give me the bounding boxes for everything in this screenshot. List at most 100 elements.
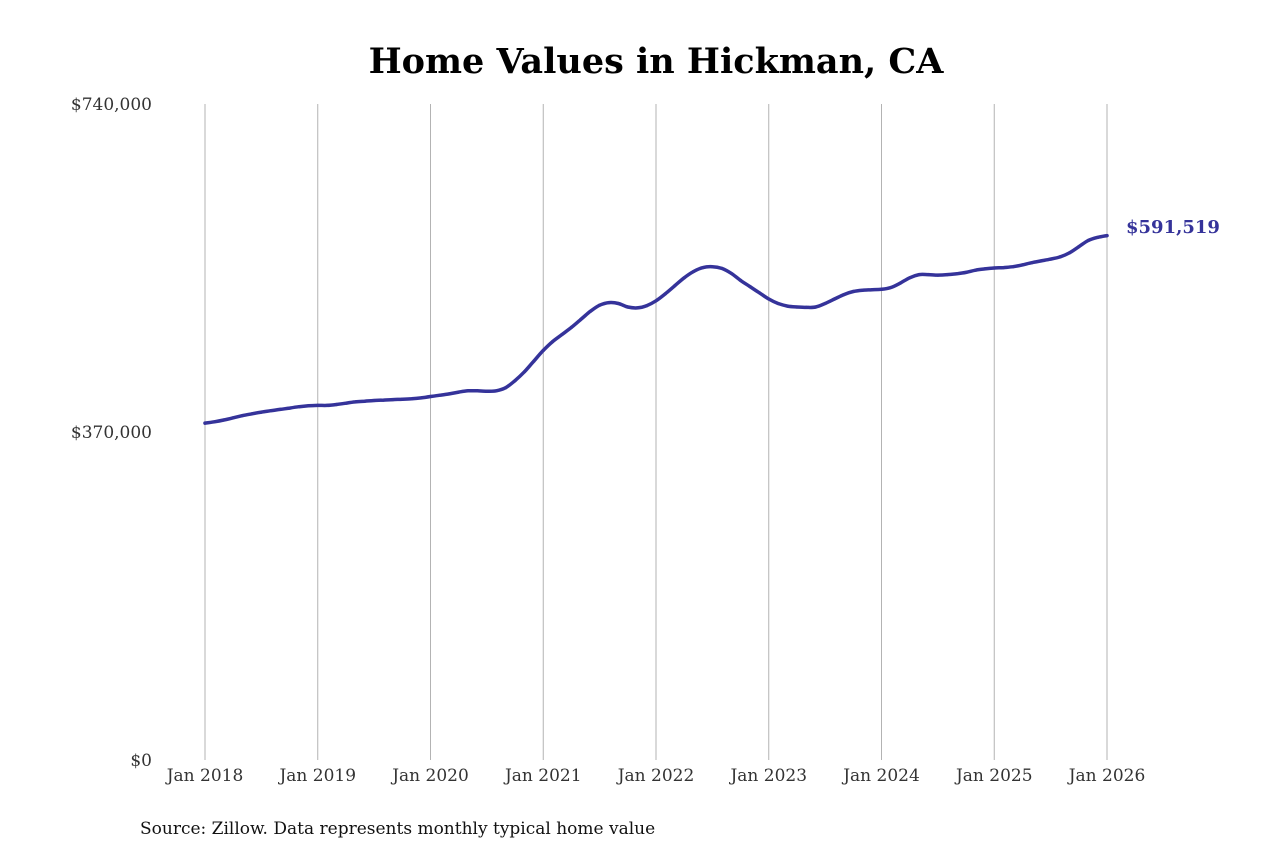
data-point <box>889 285 893 290</box>
data-point <box>428 394 433 399</box>
series-points <box>203 234 1109 425</box>
data-point <box>363 399 367 403</box>
data-point <box>936 273 940 277</box>
data-point <box>504 386 508 390</box>
data-point <box>410 397 414 401</box>
data-point <box>381 398 386 402</box>
data-point <box>231 416 235 420</box>
data-point <box>795 305 799 309</box>
x-tick-label: Jan 2024 <box>841 766 920 786</box>
grid-lines <box>204 104 1108 760</box>
data-point <box>400 397 404 401</box>
data-point <box>701 266 705 270</box>
data-point <box>861 288 865 292</box>
data-point <box>663 292 668 296</box>
y-tick-label: $740,000 <box>71 95 152 115</box>
data-point <box>1020 263 1024 267</box>
data-point <box>1049 257 1053 261</box>
data-point <box>522 370 527 374</box>
data-point <box>513 379 517 383</box>
data-point <box>1077 245 1081 249</box>
data-point <box>551 340 555 344</box>
data-point <box>372 398 376 403</box>
data-point <box>438 393 442 397</box>
data-point <box>222 418 226 422</box>
data-point <box>729 271 733 275</box>
data-point <box>278 407 282 411</box>
data-point <box>241 414 245 418</box>
x-tick-label: Jan 2025 <box>954 766 1033 786</box>
x-tick-label: Jan 2026 <box>1067 766 1146 786</box>
x-tick-label: Jan 2021 <box>503 766 582 786</box>
data-point <box>804 305 808 309</box>
y-tick-label: $370,000 <box>71 423 152 443</box>
data-point <box>785 304 790 308</box>
data-point <box>879 287 884 291</box>
data-point <box>757 291 762 295</box>
data-point <box>485 389 489 393</box>
data-point <box>212 420 216 424</box>
data-point <box>692 269 696 274</box>
data-point <box>898 281 902 285</box>
data-point <box>588 309 592 313</box>
data-point <box>353 400 357 404</box>
data-point <box>823 301 827 306</box>
data-point <box>992 266 996 270</box>
data-point <box>851 289 855 294</box>
data-point <box>945 273 949 277</box>
data-point <box>1002 266 1006 270</box>
data-point <box>917 273 921 277</box>
data-point <box>710 265 715 269</box>
data-point <box>842 293 846 297</box>
data-point <box>739 278 743 282</box>
source-note: Source: Zillow. Data represents monthly … <box>140 819 655 839</box>
data-point <box>560 332 564 337</box>
data-point <box>334 402 339 407</box>
data-point <box>579 317 583 321</box>
data-point <box>870 288 874 292</box>
data-point <box>767 297 771 301</box>
data-point <box>1030 261 1034 265</box>
data-point <box>607 301 611 305</box>
data-point <box>673 284 677 288</box>
data-point <box>203 421 207 425</box>
data-point <box>955 272 959 276</box>
data-point <box>457 390 461 394</box>
x-tick-label: Jan 2023 <box>728 766 807 786</box>
data-point <box>325 403 329 407</box>
data-point <box>908 276 912 280</box>
data-point <box>494 389 498 393</box>
data-point <box>269 409 273 413</box>
data-point <box>720 266 724 270</box>
y-axis: $740,000 $370,000 $0 <box>71 95 152 771</box>
data-point <box>654 299 658 303</box>
data-point <box>748 285 752 289</box>
data-point <box>316 403 320 407</box>
x-tick-label: Jan 2020 <box>390 766 469 786</box>
chart-title: Home Values in Hickman, CA <box>369 41 945 82</box>
data-point <box>1096 235 1100 239</box>
data-point <box>926 273 931 277</box>
data-point <box>616 301 621 306</box>
end-value-label: $591,519 <box>1126 217 1220 238</box>
data-point <box>1105 234 1109 238</box>
data-point <box>1039 259 1043 263</box>
data-point <box>391 398 395 402</box>
data-point <box>973 268 978 272</box>
data-point <box>250 412 254 416</box>
data-point <box>288 406 292 410</box>
data-point <box>1011 265 1015 269</box>
data-point <box>466 389 470 393</box>
data-point <box>1067 251 1071 255</box>
y-tick-label: $0 <box>130 751 152 771</box>
data-point <box>297 405 301 409</box>
data-point <box>344 401 348 405</box>
x-tick-label: Jan 2019 <box>277 766 356 786</box>
data-point <box>419 396 423 400</box>
x-axis: Jan 2018 Jan 2019 Jan 2020 Jan 2021 Jan 2022… <box>165 766 1146 786</box>
data-point <box>306 404 310 408</box>
data-point <box>776 301 780 306</box>
data-point <box>635 306 639 310</box>
series-layer <box>203 233 1109 425</box>
